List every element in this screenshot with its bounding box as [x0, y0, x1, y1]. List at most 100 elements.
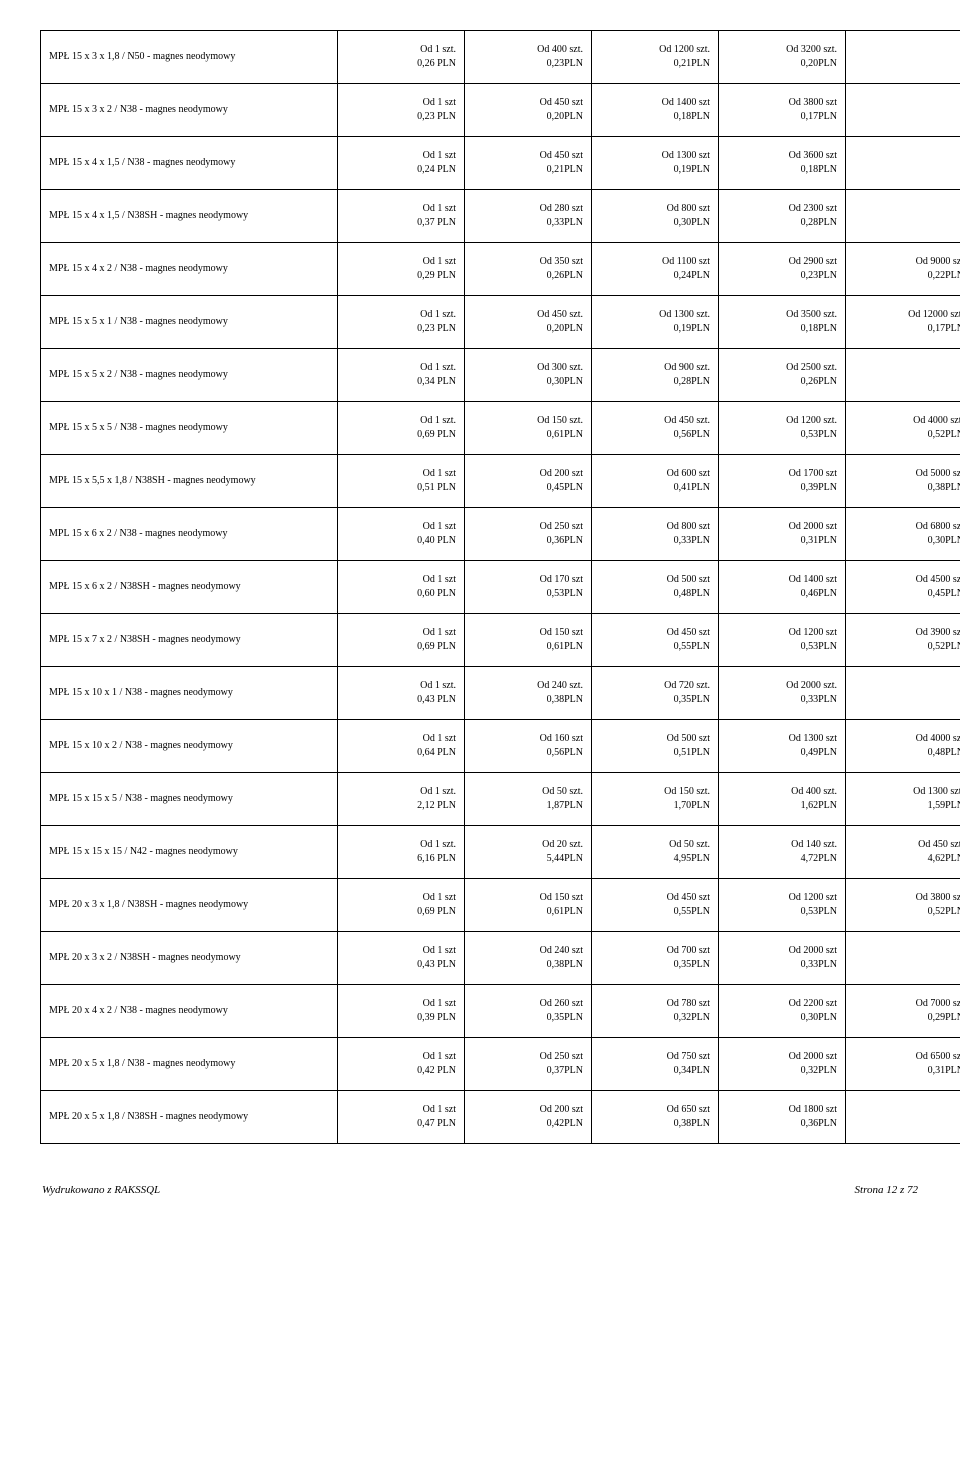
- price-tier: Od 9000 szt0,22PLN: [846, 243, 960, 296]
- table-row: MPŁ 20 x 3 x 2 / N38SH - magnes neodymow…: [41, 932, 960, 985]
- product-name: MPŁ 15 x 15 x 5 / N38 - magnes neodymowy: [41, 773, 338, 826]
- price-tier: Od 5000 szt0,38PLN: [846, 455, 960, 508]
- product-name: MPŁ 15 x 3 x 1,8 / N50 - magnes neodymow…: [41, 31, 338, 84]
- price-tier: Od 150 szt0,61PLN: [465, 879, 592, 932]
- table-row: MPŁ 15 x 15 x 5 / N38 - magnes neodymowy…: [41, 773, 960, 826]
- price-tier: Od 140 szt.4,72PLN: [719, 826, 846, 879]
- product-name: MPŁ 15 x 5 x 1 / N38 - magnes neodymowy: [41, 296, 338, 349]
- price-tier: Od 2300 szt0,28PLN: [719, 190, 846, 243]
- product-name: MPŁ 20 x 4 x 2 / N38 - magnes neodymowy: [41, 985, 338, 1038]
- price-tier: Od 3200 szt.0,20PLN: [719, 31, 846, 84]
- price-tier: Od 1 szt.2,12 PLN: [338, 773, 465, 826]
- price-tier: Od 1 szt0,60 PLN: [338, 561, 465, 614]
- price-tier: Od 1 szt0,37 PLN: [338, 190, 465, 243]
- table-row: MPŁ 15 x 5 x 2 / N38 - magnes neodymowyO…: [41, 349, 960, 402]
- price-tier: Od 1300 szt.1,59PLN: [846, 773, 960, 826]
- price-tier: Od 1200 szt0,53PLN: [719, 614, 846, 667]
- price-tier: Od 1 szt0,51 PLN: [338, 455, 465, 508]
- product-name: MPŁ 20 x 5 x 1,8 / N38 - magnes neodymow…: [41, 1038, 338, 1091]
- price-tier: Od 500 szt0,48PLN: [592, 561, 719, 614]
- product-name: MPŁ 15 x 5 x 2 / N38 - magnes neodymowy: [41, 349, 338, 402]
- price-tier: Od 3500 szt.0,18PLN: [719, 296, 846, 349]
- product-name: MPL 15 x 6 x 2 / N38 - magnes neodymowy: [41, 508, 338, 561]
- price-tier: Od 3600 szt0,18PLN: [719, 137, 846, 190]
- price-tier: Od 170 szt0,53PLN: [465, 561, 592, 614]
- price-tier: Od 450 szt0,55PLN: [592, 879, 719, 932]
- price-tier: Od 900 szt.0,28PLN: [592, 349, 719, 402]
- price-tier: Od 800 szt0,30PLN: [592, 190, 719, 243]
- price-tier: Od 1 szt0,42 PLN: [338, 1038, 465, 1091]
- price-tier: Od 1 szt.0,43 PLN: [338, 667, 465, 720]
- product-name: MPŁ 15 x 3 x 2 / N38 - magnes neodymowy: [41, 84, 338, 137]
- price-tier: Od 720 szt.0,35PLN: [592, 667, 719, 720]
- product-name: MPŁ 15 x 10 x 2 / N38 - magnes neodymowy: [41, 720, 338, 773]
- price-tier: Od 1 szt0,47 PLN: [338, 1091, 465, 1144]
- product-name: MPŁ 20 x 5 x 1,8 / N38SH - magnes neodym…: [41, 1091, 338, 1144]
- price-tier: [846, 1091, 960, 1144]
- price-tier: Od 1 szt0,39 PLN: [338, 985, 465, 1038]
- price-tier: Od 500 szt0,51PLN: [592, 720, 719, 773]
- price-tier: Od 160 szt0,56PLN: [465, 720, 592, 773]
- price-tier: Od 3900 szt0,52PLN: [846, 614, 960, 667]
- table-row: MPŁ 15 x 15 x 15 / N42 - magnes neodymow…: [41, 826, 960, 879]
- price-tier: Od 450 szt.0,56PLN: [592, 402, 719, 455]
- table-row: MPŁ 15 x 6 x 2 / N38SH - magnes neodymow…: [41, 561, 960, 614]
- price-tier: Od 450 szt0,21PLN: [465, 137, 592, 190]
- table-row: MPŁ 20 x 5 x 1,8 / N38SH - magnes neodym…: [41, 1091, 960, 1144]
- price-tier: Od 1 szt0,69 PLN: [338, 879, 465, 932]
- price-tier: Od 1 szt.6,16 PLN: [338, 826, 465, 879]
- price-tier: Od 4000 szt0,48PLN: [846, 720, 960, 773]
- price-tier: Od 450 szt0,20PLN: [465, 84, 592, 137]
- price-tier: Od 1 szt0,29 PLN: [338, 243, 465, 296]
- price-tier: Od 2900 szt0,23PLN: [719, 243, 846, 296]
- price-tier: Od 1 szt.0,34 PLN: [338, 349, 465, 402]
- price-tier: Od 700 szt0,35PLN: [592, 932, 719, 985]
- price-tier: [846, 31, 960, 84]
- price-tier: Od 600 szt0,41PLN: [592, 455, 719, 508]
- product-name: MPŁ 15 x 4 x 2 / N38 - magnes neodymowy: [41, 243, 338, 296]
- table-row: MPŁ 15 x 4 x 1,5 / N38SH - magnes neodym…: [41, 190, 960, 243]
- table-row: MPŁ 20 x 5 x 1,8 / N38 - magnes neodymow…: [41, 1038, 960, 1091]
- table-row: MPŁ 15 x 10 x 2 / N38 - magnes neodymowy…: [41, 720, 960, 773]
- footer-left: Wydrukowano z RAKSSQL: [42, 1184, 160, 1196]
- price-tier: Od 1200 szt.0,53PLN: [719, 402, 846, 455]
- price-tier: Od 1400 szt0,46PLN: [719, 561, 846, 614]
- price-tier: Od 1 szt0,69 PLN: [338, 614, 465, 667]
- table-row: MPŁ 15 x 7 x 2 / N38SH - magnes neodymow…: [41, 614, 960, 667]
- price-tier: Od 1300 szt.0,19PLN: [592, 296, 719, 349]
- price-tier: Od 4500 szt0,45PLN: [846, 561, 960, 614]
- price-tier: Od 1 szt0,23 PLN: [338, 84, 465, 137]
- table-row: MPŁ 15 x 4 x 1,5 / N38 - magnes neodymow…: [41, 137, 960, 190]
- price-tier: [846, 349, 960, 402]
- product-name: MPŁ 15 x 6 x 2 / N38SH - magnes neodymow…: [41, 561, 338, 614]
- product-name: MPŁ 20 x 3 x 2 / N38SH - magnes neodymow…: [41, 932, 338, 985]
- price-tier: Od 450 szt.0,20PLN: [465, 296, 592, 349]
- table-row: MPŁ 20 x 3 x 1,8 / N38SH - magnes neodym…: [41, 879, 960, 932]
- price-tier: Od 1700 szt0,39PLN: [719, 455, 846, 508]
- price-tier: Od 200 szt0,42PLN: [465, 1091, 592, 1144]
- price-tier: Od 150 szt.0,61PLN: [465, 402, 592, 455]
- price-tier: Od 50 szt.4,95PLN: [592, 826, 719, 879]
- price-tier: Od 1 szt.0,23 PLN: [338, 296, 465, 349]
- price-tier: Od 1300 szt0,19PLN: [592, 137, 719, 190]
- price-tier: Od 1200 szt.0,21PLN: [592, 31, 719, 84]
- price-tier: Od 6800 szt0,30PLN: [846, 508, 960, 561]
- price-tier: [846, 932, 960, 985]
- price-tier: Od 2200 szt0,30PLN: [719, 985, 846, 1038]
- price-tier: Od 1300 szt0,49PLN: [719, 720, 846, 773]
- product-name: MPŁ 15 x 7 x 2 / N38SH - magnes neodymow…: [41, 614, 338, 667]
- table-row: MPŁ 15 x 4 x 2 / N38 - magnes neodymowyO…: [41, 243, 960, 296]
- price-tier: Od 7000 szt0,29PLN: [846, 985, 960, 1038]
- price-tier: Od 1 szt.0,26 PLN: [338, 31, 465, 84]
- price-tier: Od 2000 szt0,31PLN: [719, 508, 846, 561]
- price-tier: Od 260 szt0,35PLN: [465, 985, 592, 1038]
- price-tier: Od 2500 szt.0,26PLN: [719, 349, 846, 402]
- table-row: MPŁ 20 x 4 x 2 / N38 - magnes neodymowyO…: [41, 985, 960, 1038]
- price-tier: Od 20 szt.5,44PLN: [465, 826, 592, 879]
- price-tier: Od 150 szt.1,70PLN: [592, 773, 719, 826]
- price-tier: Od 3800 szt0,17PLN: [719, 84, 846, 137]
- table-row: MPŁ 15 x 3 x 2 / N38 - magnes neodymowyO…: [41, 84, 960, 137]
- price-tier: Od 12000 szt.0,17PLN: [846, 296, 960, 349]
- price-tier: Od 350 szt0,26PLN: [465, 243, 592, 296]
- table-row: MPŁ 15 x 5 x 1 / N38 - magnes neodymowyO…: [41, 296, 960, 349]
